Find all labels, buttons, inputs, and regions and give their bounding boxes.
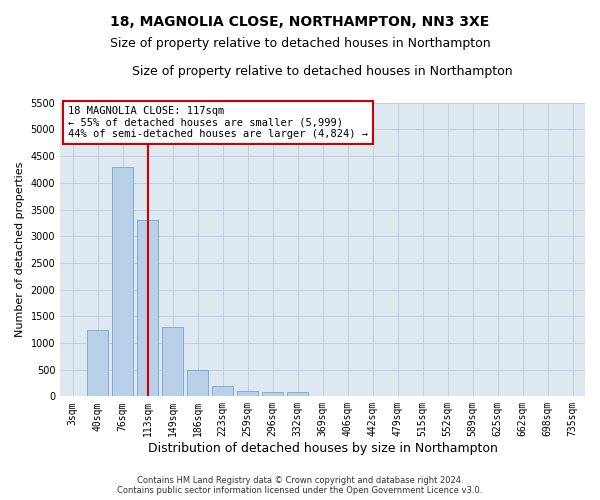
Bar — [112, 167, 133, 396]
Text: 18, MAGNOLIA CLOSE, NORTHAMPTON, NN3 3XE: 18, MAGNOLIA CLOSE, NORTHAMPTON, NN3 3XE — [110, 15, 490, 29]
Bar — [137, 220, 158, 396]
Bar — [287, 392, 308, 396]
Text: Size of property relative to detached houses in Northampton: Size of property relative to detached ho… — [110, 38, 490, 51]
Text: Contains HM Land Registry data © Crown copyright and database right 2024.
Contai: Contains HM Land Registry data © Crown c… — [118, 476, 482, 495]
X-axis label: Distribution of detached houses by size in Northampton: Distribution of detached houses by size … — [148, 442, 497, 455]
Text: 18 MAGNOLIA CLOSE: 117sqm
← 55% of detached houses are smaller (5,999)
44% of se: 18 MAGNOLIA CLOSE: 117sqm ← 55% of detac… — [68, 106, 368, 139]
Bar — [212, 386, 233, 396]
Y-axis label: Number of detached properties: Number of detached properties — [15, 162, 25, 337]
Bar — [187, 370, 208, 396]
Title: Size of property relative to detached houses in Northampton: Size of property relative to detached ho… — [132, 65, 513, 78]
Bar — [87, 330, 108, 396]
Bar — [262, 392, 283, 396]
Bar — [162, 327, 183, 396]
Bar — [237, 391, 258, 396]
